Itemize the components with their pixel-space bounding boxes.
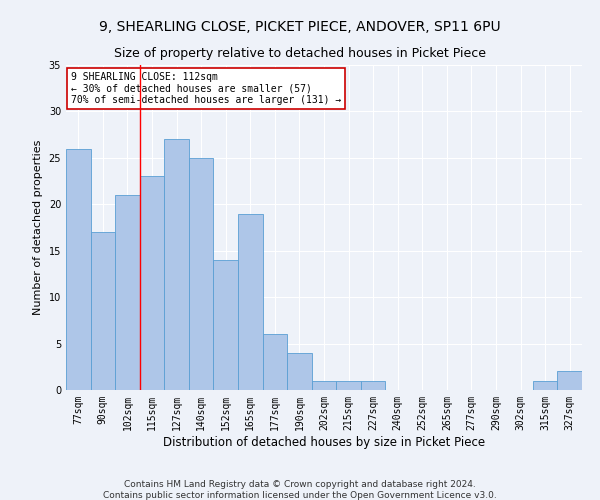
- Y-axis label: Number of detached properties: Number of detached properties: [33, 140, 43, 315]
- Bar: [263, 334, 287, 390]
- Text: 9, SHEARLING CLOSE, PICKET PIECE, ANDOVER, SP11 6PU: 9, SHEARLING CLOSE, PICKET PIECE, ANDOVE…: [99, 20, 501, 34]
- Bar: [557, 372, 582, 390]
- Bar: [533, 380, 557, 390]
- Bar: [140, 176, 164, 390]
- Bar: [91, 232, 115, 390]
- Bar: [361, 380, 385, 390]
- Text: Size of property relative to detached houses in Picket Piece: Size of property relative to detached ho…: [114, 48, 486, 60]
- X-axis label: Distribution of detached houses by size in Picket Piece: Distribution of detached houses by size …: [163, 436, 485, 448]
- Bar: [66, 148, 91, 390]
- Bar: [238, 214, 263, 390]
- Bar: [189, 158, 214, 390]
- Bar: [287, 353, 312, 390]
- Bar: [336, 380, 361, 390]
- Bar: [214, 260, 238, 390]
- Text: Contains public sector information licensed under the Open Government Licence v3: Contains public sector information licen…: [103, 491, 497, 500]
- Text: 9 SHEARLING CLOSE: 112sqm
← 30% of detached houses are smaller (57)
70% of semi-: 9 SHEARLING CLOSE: 112sqm ← 30% of detac…: [71, 72, 341, 104]
- Text: Contains HM Land Registry data © Crown copyright and database right 2024.: Contains HM Land Registry data © Crown c…: [124, 480, 476, 489]
- Bar: [164, 140, 189, 390]
- Bar: [312, 380, 336, 390]
- Bar: [115, 195, 140, 390]
